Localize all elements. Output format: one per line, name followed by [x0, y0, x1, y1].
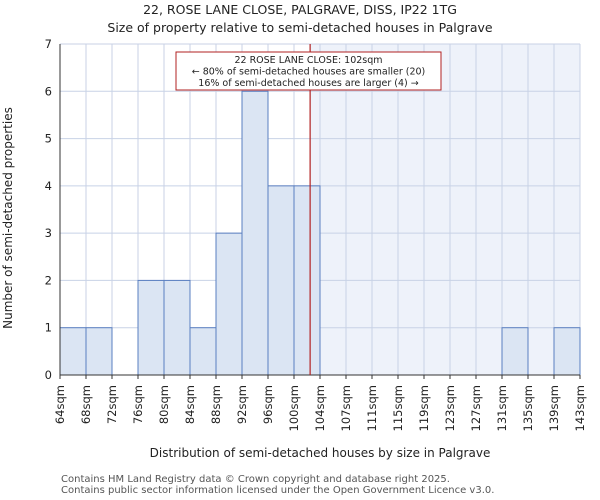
x-tick-label: 92sqm: [235, 385, 249, 424]
x-tick-label: 104sqm: [313, 385, 327, 431]
x-tick-label: 84sqm: [183, 385, 197, 424]
y-tick-label: 0: [45, 368, 52, 382]
chart-subtitle: Size of property relative to semi-detach…: [107, 20, 493, 35]
y-tick-label: 3: [45, 226, 52, 240]
histogram-bar: [267, 185, 295, 376]
x-tick-label: 119sqm: [417, 385, 431, 431]
y-axis-label: Number of semi-detached properties: [1, 107, 15, 329]
y-tick-label: 4: [45, 179, 52, 193]
x-tick-label: 100sqm: [287, 385, 301, 431]
y-tick-label: 6: [45, 84, 52, 98]
histogram-bar: [163, 279, 191, 376]
histogram-bar: [501, 327, 529, 376]
y-tick-label: 2: [45, 273, 52, 287]
x-tick-label: 139sqm: [547, 385, 561, 431]
histogram-bar: [553, 327, 581, 376]
x-tick-label: 72sqm: [105, 385, 119, 424]
x-tick-label: 135sqm: [521, 385, 535, 431]
x-tick-label: 107sqm: [339, 385, 353, 431]
x-tick-label: 115sqm: [391, 385, 405, 431]
histogram-bar: [189, 327, 217, 376]
chart-title: 22, ROSE LANE CLOSE, PALGRAVE, DISS, IP2…: [143, 2, 457, 17]
histogram-bar: [215, 232, 243, 376]
x-axis-label: Distribution of semi-detached houses by …: [150, 446, 491, 460]
annotation-line: 16% of semi-detached houses are larger (…: [198, 78, 418, 89]
x-tick-label: 127sqm: [469, 385, 483, 431]
x-tick-label: 64sqm: [53, 385, 67, 424]
histogram-bar: [241, 90, 269, 376]
histogram-bar: [137, 279, 165, 376]
larger-region-shade: [310, 44, 580, 375]
x-tick-label: 143sqm: [573, 385, 587, 431]
annotation-line: 22 ROSE LANE CLOSE: 102sqm: [234, 55, 382, 66]
y-tick-label: 7: [45, 37, 52, 51]
histogram-bar: [59, 327, 87, 376]
x-tick-label: 80sqm: [157, 385, 171, 424]
y-tick-label: 5: [45, 132, 52, 146]
annotation-line: ← 80% of semi-detached houses are smalle…: [192, 67, 426, 78]
x-tick-label: 88sqm: [209, 385, 223, 424]
x-tick-label: 68sqm: [79, 385, 93, 424]
x-tick-label: 111sqm: [365, 385, 379, 431]
footer-copyright: Contains HM Land Registry data © Crown c…: [61, 474, 450, 485]
annotation-box: [175, 51, 442, 91]
x-tick-label: 76sqm: [131, 385, 145, 424]
x-tick-label: 123sqm: [443, 385, 457, 431]
histogram-bar: [293, 185, 321, 376]
footer-licence: Contains public sector information licen…: [61, 485, 495, 496]
plot-area: 0 1 2 3 4 5 6 7 64sqm 68sqm 72sqm 76sqm 80sqm 84sqm 88…: [45, 37, 587, 431]
histogram-bar: [85, 327, 113, 376]
x-tick-label: 96sqm: [261, 385, 275, 424]
x-tick-label: 131sqm: [495, 385, 509, 431]
y-tick-label: 1: [45, 321, 52, 335]
